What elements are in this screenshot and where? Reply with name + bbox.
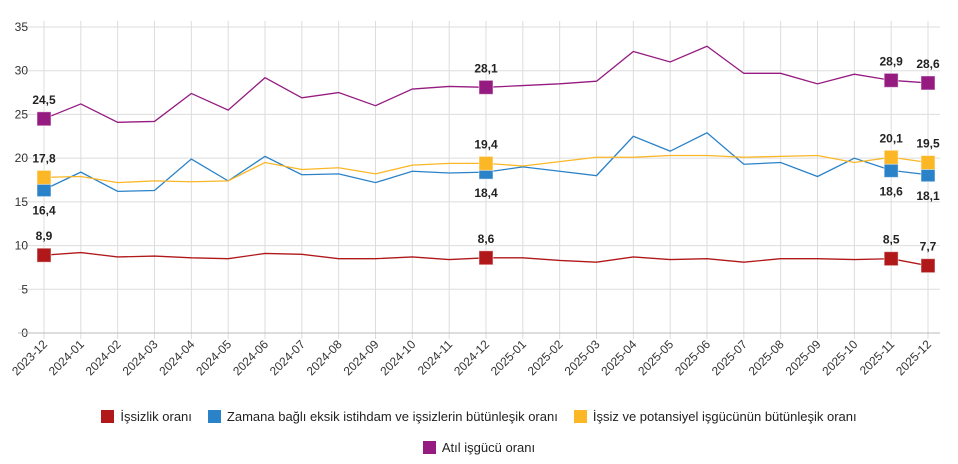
x-tick-label: 2024-12 xyxy=(451,337,492,378)
data-label: 8,5 xyxy=(883,233,900,247)
data-point-marker xyxy=(883,72,899,88)
x-tick-label: 2024-10 xyxy=(377,337,418,378)
data-label: 18,6 xyxy=(879,184,903,198)
y-tick-label: 15 xyxy=(15,195,29,209)
x-tick-label: 2024-04 xyxy=(156,337,197,378)
data-label: 28,9 xyxy=(879,54,903,68)
data-point-marker xyxy=(920,155,936,171)
legend-swatch xyxy=(101,410,115,423)
legend-label: Atıl işgücü oranı xyxy=(441,440,536,455)
data-label: 28,1 xyxy=(474,61,498,75)
data-point-marker xyxy=(883,149,899,165)
data-label: 18,4 xyxy=(474,186,498,200)
data-label: 16,4 xyxy=(32,204,56,218)
data-point-marker xyxy=(478,155,494,171)
x-tick-label: 2025-09 xyxy=(783,337,824,378)
data-label: 19,4 xyxy=(474,137,498,151)
data-point-marker xyxy=(36,247,52,263)
x-tick-label: 2025-08 xyxy=(746,337,787,378)
legend-swatch xyxy=(573,410,587,423)
legend: İşsizlik oranı Zamana bağlı eksik istihda… xyxy=(0,402,958,464)
data-label: 18,1 xyxy=(916,189,940,203)
x-tick-label: 2025-03 xyxy=(562,337,603,378)
x-tick-label: 2025-01 xyxy=(488,337,529,378)
x-tick-label: 2025-07 xyxy=(709,337,750,378)
x-tick-label: 2024-05 xyxy=(193,337,234,378)
legend-label: İşsizlik oranı xyxy=(120,409,192,424)
y-tick-label: 30 xyxy=(15,64,29,78)
legend-label: İşsiz ve potansiyel işgücünün bütünleşik… xyxy=(592,409,857,424)
data-label: 20,1 xyxy=(879,131,903,145)
legend-swatch xyxy=(422,441,436,454)
y-tick-label: 5 xyxy=(21,282,28,296)
data-label: 24,5 xyxy=(32,93,56,107)
x-tick-label: 2025-11 xyxy=(857,337,898,378)
legend-swatch xyxy=(207,410,221,423)
legend-item[interactable]: Zamana bağlı eksik istihdam ve işsizleri… xyxy=(207,402,558,431)
data-point-marker xyxy=(920,75,936,91)
x-tick-label: 2024-03 xyxy=(120,337,161,378)
y-tick-label: 20 xyxy=(15,151,29,165)
data-point-marker xyxy=(478,79,494,95)
data-label: 8,6 xyxy=(478,232,495,246)
x-tick-label: 2025-12 xyxy=(893,337,934,378)
legend-item[interactable]: İşsiz ve potansiyel işgücünün bütünleşik… xyxy=(573,402,857,431)
data-point-marker xyxy=(920,258,936,274)
x-tick-label: 2025-05 xyxy=(635,337,676,378)
x-tick-label: 2024-09 xyxy=(341,337,382,378)
data-point-marker xyxy=(883,162,899,178)
x-tick-label: 2024-01 xyxy=(46,337,87,378)
legend-label: Zamana bağlı eksik istihdam ve işsizleri… xyxy=(226,409,558,424)
line-chart: 051015202530352023-122024-012024-022024-… xyxy=(9,20,940,378)
data-label: 19,5 xyxy=(916,137,940,151)
y-tick-label: 25 xyxy=(15,107,29,121)
legend-item[interactable]: İşsizlik oranı xyxy=(101,402,192,431)
legend-item[interactable]: Atıl işgücü oranı xyxy=(422,433,536,462)
y-tick-label: 35 xyxy=(15,20,29,34)
x-tick-label: 2024-11 xyxy=(415,337,456,378)
x-tick-label: 2025-02 xyxy=(525,337,566,378)
data-label: 8,9 xyxy=(36,229,53,243)
data-point-marker xyxy=(36,169,52,185)
x-tick-label: 2024-06 xyxy=(230,337,271,378)
data-point-marker xyxy=(883,251,899,267)
data-point-marker xyxy=(478,250,494,266)
data-label: 17,8 xyxy=(32,151,56,165)
x-tick-label: 2024-07 xyxy=(267,337,308,378)
x-tick-label: 2023-12 xyxy=(9,337,50,378)
data-point-marker xyxy=(36,111,52,127)
data-label: 7,7 xyxy=(920,240,937,254)
x-tick-label: 2025-06 xyxy=(672,337,713,378)
x-tick-label: 2024-08 xyxy=(304,337,345,378)
x-tick-label: 2025-04 xyxy=(598,337,639,378)
data-label: 28,6 xyxy=(916,57,940,71)
y-tick-label: 10 xyxy=(15,239,29,253)
x-tick-label: 2025-10 xyxy=(819,337,860,378)
x-tick-label: 2024-02 xyxy=(83,337,124,378)
